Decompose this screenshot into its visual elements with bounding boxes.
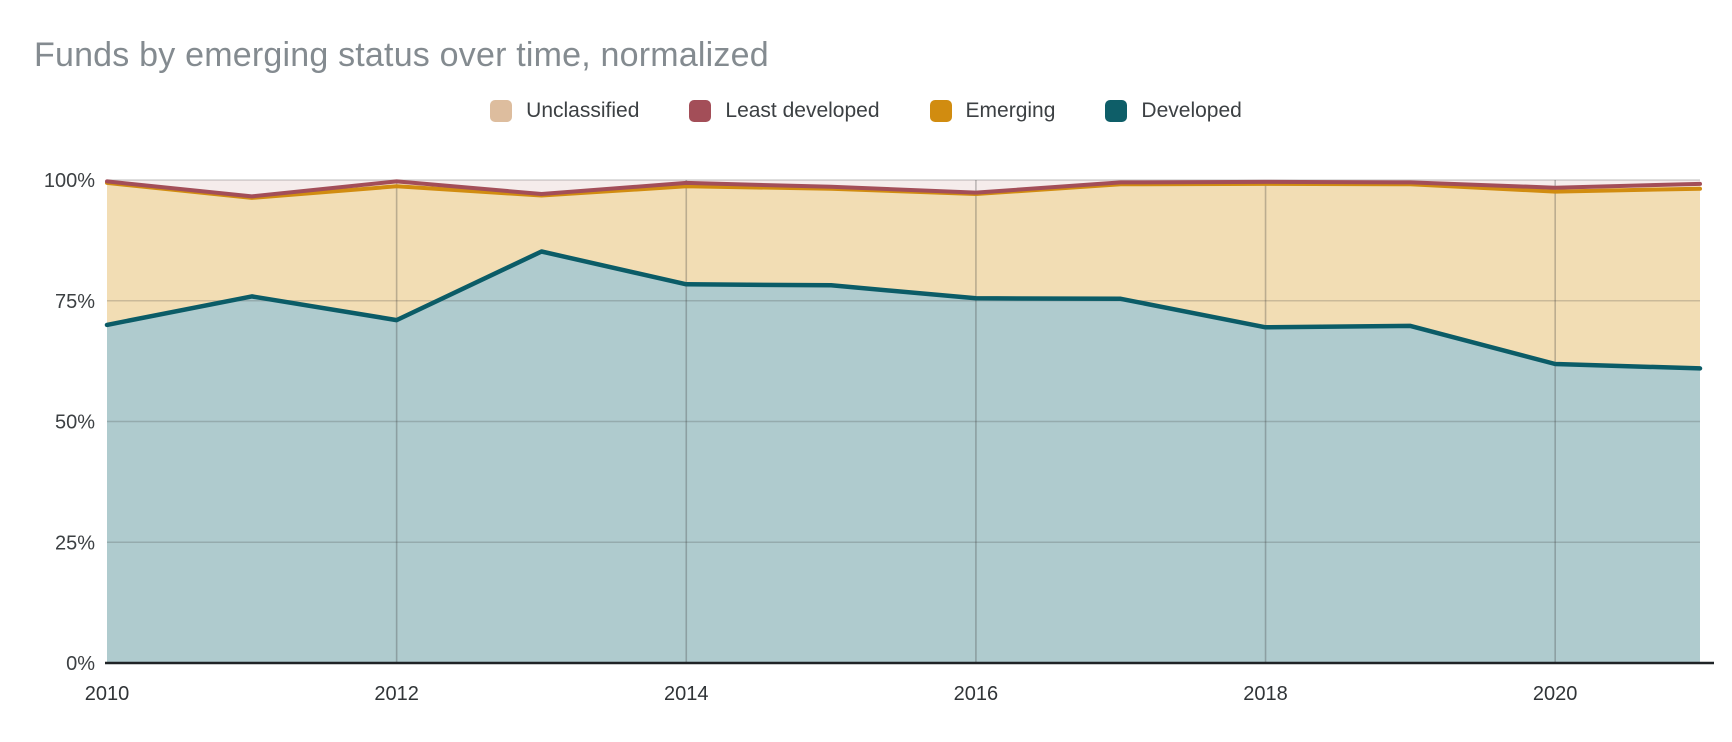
legend-item-least-developed: Least developed [689, 99, 880, 123]
chart-title: Funds by emerging status over time, norm… [34, 36, 769, 74]
x-tick-label: 2014 [664, 683, 709, 705]
y-tick-label: 100% [44, 170, 95, 192]
x-tick-label: 2020 [1533, 683, 1578, 705]
chart-legend: Unclassified Least developed Emerging Devel… [0, 99, 1732, 123]
x-tick-label: 2010 [85, 683, 130, 705]
y-tick-label: 0% [66, 653, 95, 675]
legend-label: Emerging [965, 99, 1056, 122]
legend-label: Developed [1141, 99, 1242, 122]
x-tick-label: 2016 [954, 683, 999, 705]
x-tick-label: 2012 [374, 683, 419, 705]
area-unclassified [107, 182, 1700, 369]
legend-swatch-icon [689, 100, 712, 122]
legend-item-developed: Developed [1105, 99, 1242, 123]
legend-item-emerging: Emerging [929, 99, 1056, 123]
legend-item-unclassified: Unclassified [490, 99, 639, 123]
line-least-developed [105, 179, 1702, 199]
legend-swatch-icon [490, 100, 513, 122]
legend-swatch-icon [929, 100, 952, 122]
y-tick-label: 75% [55, 291, 95, 313]
legend-label: Least developed [725, 99, 880, 122]
legend-swatch-icon [1105, 100, 1128, 122]
y-tick-label: 50% [55, 412, 95, 434]
legend-label: Unclassified [526, 99, 640, 122]
x-tick-label: 2018 [1243, 683, 1288, 705]
area-developed [107, 251, 1700, 663]
y-tick-label: 25% [55, 532, 95, 554]
line-developed [104, 249, 1703, 371]
